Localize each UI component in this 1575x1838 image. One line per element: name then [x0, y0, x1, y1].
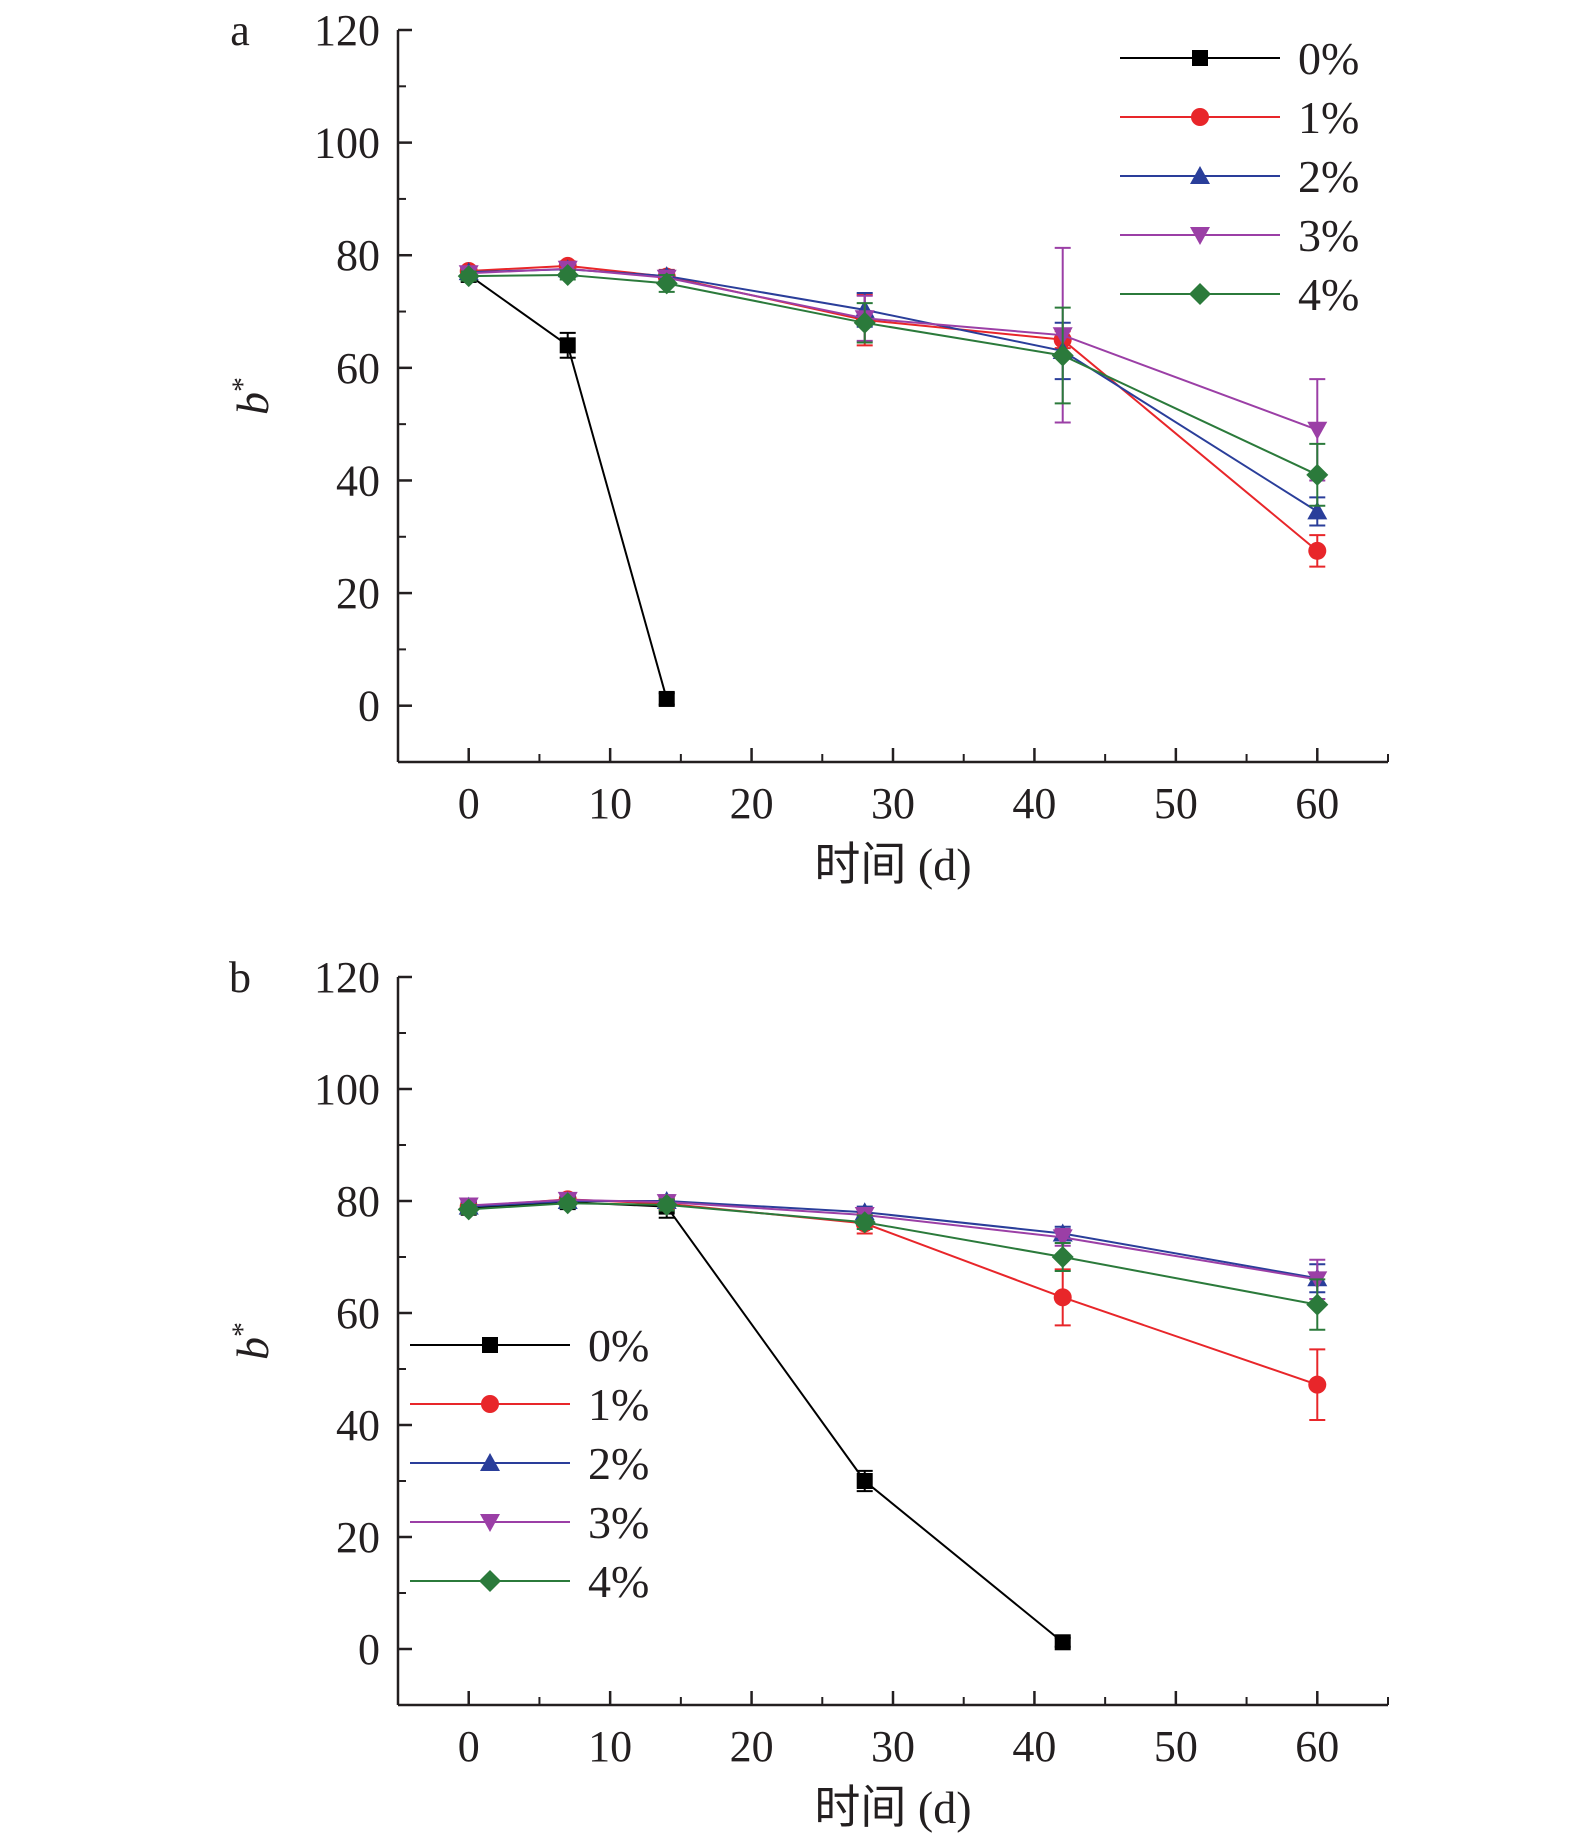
- y-tick-label: 60: [336, 1289, 380, 1338]
- legend-label: 0%: [1298, 33, 1359, 84]
- legend-marker: [480, 1453, 500, 1471]
- x-tick-label: 30: [871, 779, 915, 828]
- series-0%: [460, 266, 675, 707]
- data-point: [457, 1198, 480, 1221]
- data-point: [1051, 1246, 1074, 1268]
- y-tick-label: 60: [336, 344, 380, 393]
- series-2%: [458, 1191, 1328, 1294]
- data-point: [1052, 1229, 1073, 1248]
- legend-label: 0%: [588, 1320, 649, 1371]
- series-line: [468, 267, 1318, 431]
- panel-label: a: [230, 6, 250, 55]
- y-tick-label: 0: [358, 682, 380, 731]
- data-point: [556, 1192, 579, 1215]
- chart-panel-a: 0 20 40 60 80 100 120 0 10 20 30 40 50 60 时间 (d) b* a 0% 1…: [226, 6, 1389, 890]
- y-tick-label: 100: [314, 119, 380, 168]
- data-point: [1307, 421, 1328, 440]
- series-1%: [459, 256, 1327, 568]
- legend-marker: [1190, 227, 1210, 245]
- legend-label: 4%: [588, 1556, 649, 1607]
- x-axis-title: 时间 (d): [814, 1782, 971, 1833]
- data-point: [1051, 344, 1074, 367]
- legend-label: 2%: [588, 1438, 649, 1489]
- legend: 0% 1% 2% 3% 4%: [1120, 33, 1359, 320]
- x-tick-label: 20: [730, 1722, 774, 1771]
- data-point: [856, 1473, 873, 1489]
- x-tick-label: 60: [1295, 779, 1339, 828]
- x-tick-label: 50: [1154, 779, 1198, 828]
- data-point: [658, 690, 675, 707]
- y-axis-title: b*: [226, 1322, 279, 1360]
- data-point: [1306, 1293, 1329, 1316]
- legend-label: 3%: [588, 1497, 649, 1548]
- series-line: [468, 1198, 1318, 1281]
- series-line: [468, 268, 1318, 513]
- y-tick-label: 20: [336, 569, 380, 618]
- series-line: [468, 1202, 1318, 1306]
- series-line: [468, 1201, 1064, 1644]
- data-point: [1053, 1288, 1072, 1307]
- legend-marker: [1189, 283, 1211, 305]
- y-tick-label: 0: [358, 1625, 380, 1674]
- data-point: [655, 272, 678, 295]
- legend-marker: [481, 1395, 499, 1413]
- legend: 0% 1% 2% 3% 4%: [410, 1320, 649, 1607]
- legend-marker: [480, 1514, 500, 1532]
- data-point: [1307, 501, 1328, 520]
- y-tick-label: 100: [314, 1065, 380, 1114]
- data-point: [1308, 541, 1327, 560]
- legend-label: 4%: [1298, 269, 1359, 320]
- data-point: [457, 265, 480, 288]
- x-axis-title: 时间 (d): [814, 839, 971, 890]
- data-point: [559, 337, 576, 354]
- data-point: [853, 1211, 876, 1234]
- legend-label: 1%: [1298, 92, 1359, 143]
- legend-marker: [479, 1570, 501, 1592]
- legend-label: 3%: [1298, 210, 1359, 261]
- data-point: [1306, 463, 1329, 486]
- legend-marker: [1190, 166, 1210, 184]
- data-point: [853, 311, 876, 334]
- legend-marker: [1191, 108, 1209, 126]
- data-point: [556, 263, 579, 286]
- x-tick-label: 50: [1154, 1722, 1198, 1771]
- x-tick-label: 0: [458, 1722, 480, 1771]
- y-axis-title: b*: [226, 377, 279, 415]
- y-axis-title-main: b: [227, 392, 278, 415]
- series-4%: [457, 263, 1329, 507]
- y-axis-title-sup: *: [226, 1322, 259, 1337]
- x-tick-label: 20: [730, 779, 774, 828]
- x-tick-label: 60: [1295, 1722, 1339, 1771]
- y-axis-title-main: b: [227, 1337, 278, 1360]
- data-point: [1054, 1634, 1071, 1651]
- y-tick-label: 20: [336, 1513, 380, 1562]
- legend-label: 1%: [588, 1379, 649, 1430]
- x-tick-label: 10: [588, 1722, 632, 1771]
- data-point: [655, 1193, 678, 1216]
- y-tick-label: 80: [336, 231, 380, 280]
- data-point: [1308, 1375, 1327, 1394]
- legend-marker: [482, 1337, 498, 1353]
- x-tick-label: 40: [1012, 1722, 1056, 1771]
- series-line: [468, 264, 1318, 552]
- x-tick-label: 10: [588, 779, 632, 828]
- legend-label: 2%: [1298, 151, 1359, 202]
- legend-marker: [1192, 50, 1208, 66]
- y-axis-title-sup: *: [226, 377, 259, 392]
- series-3%: [458, 246, 1328, 482]
- y-tick-label: 40: [336, 1401, 380, 1450]
- y-tick-label: 40: [336, 456, 380, 505]
- y-tick-label: 80: [336, 1177, 380, 1226]
- y-tick-label: 120: [314, 6, 380, 55]
- panel-label: b: [229, 953, 251, 1002]
- series-line: [468, 273, 1318, 476]
- y-tick-label: 120: [314, 953, 380, 1002]
- series-line: [468, 1200, 1318, 1280]
- series-4%: [457, 1192, 1329, 1331]
- x-tick-label: 30: [871, 1722, 915, 1771]
- x-tick-label: 0: [458, 779, 480, 828]
- x-tick-label: 40: [1012, 779, 1056, 828]
